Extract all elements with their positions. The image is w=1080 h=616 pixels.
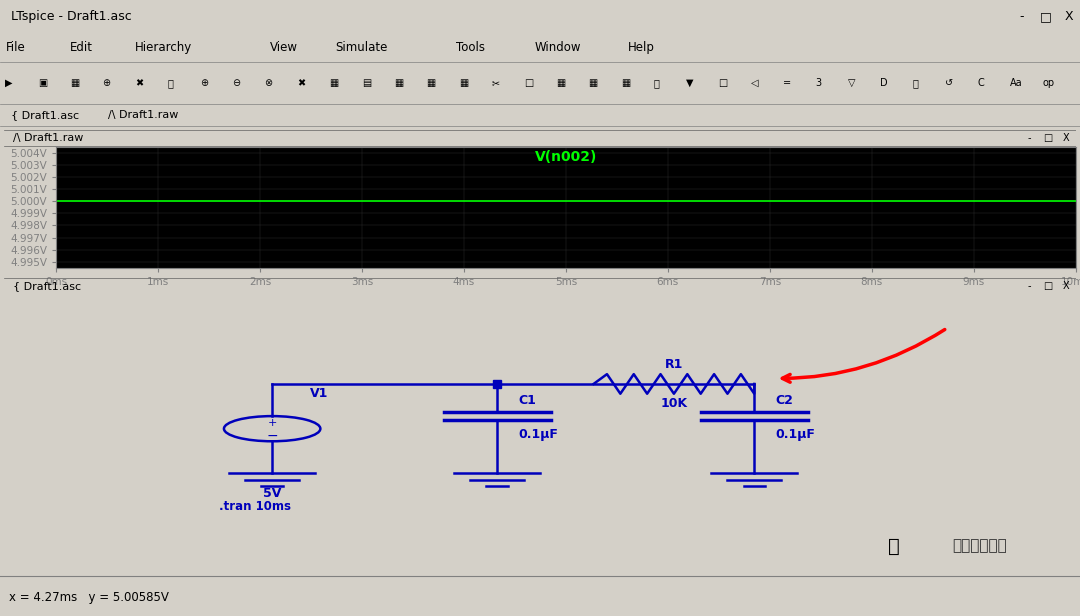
Text: ▦: ▦ xyxy=(621,78,631,88)
Text: □: □ xyxy=(718,78,728,88)
Text: { Draft1.asc: { Draft1.asc xyxy=(11,110,79,120)
Text: x = 4.27ms   y = 5.00585V: x = 4.27ms y = 5.00585V xyxy=(9,591,168,604)
Text: ▦: ▦ xyxy=(70,78,80,88)
Text: Aa: Aa xyxy=(1010,78,1023,88)
Text: ▼: ▼ xyxy=(686,78,693,88)
Text: □: □ xyxy=(1040,10,1051,23)
Text: 👻: 👻 xyxy=(888,537,900,556)
Text: Window: Window xyxy=(535,41,581,54)
Text: X: X xyxy=(1063,281,1069,291)
Text: ▦: ▦ xyxy=(329,78,339,88)
Text: Simulate: Simulate xyxy=(335,41,387,54)
Text: C: C xyxy=(977,78,984,88)
Text: op: op xyxy=(1042,78,1054,88)
Text: □: □ xyxy=(524,78,534,88)
Text: 电子开发学习: 电子开发学习 xyxy=(951,538,1007,554)
Text: /\ Draft1.raw: /\ Draft1.raw xyxy=(13,133,83,143)
Text: ⬛: ⬛ xyxy=(653,78,659,88)
Text: File: File xyxy=(5,41,25,54)
Text: ▦: ▦ xyxy=(589,78,598,88)
Text: ⊖: ⊖ xyxy=(232,78,241,88)
Text: View: View xyxy=(270,41,298,54)
Text: C2: C2 xyxy=(775,394,794,407)
Text: ▣: ▣ xyxy=(38,78,48,88)
Text: =: = xyxy=(783,78,792,88)
Text: X: X xyxy=(1065,10,1074,23)
Text: ▤: ▤ xyxy=(362,78,372,88)
Text: ◁: ◁ xyxy=(751,78,758,88)
Text: ▦: ▦ xyxy=(427,78,436,88)
Text: Edit: Edit xyxy=(70,41,93,54)
Text: LTspice - Draft1.asc: LTspice - Draft1.asc xyxy=(11,10,132,23)
Text: Help: Help xyxy=(627,41,654,54)
Text: ✖: ✖ xyxy=(297,78,306,88)
Text: 0.1μF: 0.1μF xyxy=(518,428,558,441)
Text: D: D xyxy=(880,78,888,88)
Text: ✋: ✋ xyxy=(167,78,173,88)
Text: /\ Draft1.raw: /\ Draft1.raw xyxy=(108,110,178,120)
Text: ✋: ✋ xyxy=(913,78,918,88)
Text: 0.1μF: 0.1μF xyxy=(775,428,815,441)
FancyArrowPatch shape xyxy=(782,330,945,382)
Text: □: □ xyxy=(1043,133,1052,143)
Text: ▦: ▦ xyxy=(459,78,469,88)
Text: ↺: ↺ xyxy=(945,78,954,88)
Text: V1: V1 xyxy=(310,387,328,400)
Text: □: □ xyxy=(1043,281,1052,291)
Text: ⊗: ⊗ xyxy=(265,78,273,88)
Text: R1: R1 xyxy=(664,358,684,371)
Text: Tools: Tools xyxy=(456,41,485,54)
Text: ▽: ▽ xyxy=(848,78,855,88)
Text: ⊕: ⊕ xyxy=(200,78,208,88)
Text: -: - xyxy=(1028,281,1031,291)
Text: V(n002): V(n002) xyxy=(535,150,597,164)
Text: -: - xyxy=(1020,10,1024,23)
Text: { Draft1.asc: { Draft1.asc xyxy=(13,281,81,291)
Text: ▶: ▶ xyxy=(5,78,13,88)
Text: Hierarchy: Hierarchy xyxy=(135,41,192,54)
Text: C1: C1 xyxy=(518,394,537,407)
Text: X: X xyxy=(1063,133,1069,143)
Text: -: - xyxy=(1028,133,1031,143)
Text: 3: 3 xyxy=(815,78,822,88)
Text: ✂: ✂ xyxy=(491,78,500,88)
Text: ⊕: ⊕ xyxy=(103,78,111,88)
Text: +: + xyxy=(268,418,276,428)
Text: ✖: ✖ xyxy=(135,78,144,88)
Text: ▦: ▦ xyxy=(556,78,566,88)
Text: 5V: 5V xyxy=(262,487,282,500)
Text: −: − xyxy=(267,429,278,443)
Text: .tran 10ms: .tran 10ms xyxy=(218,500,291,514)
Text: ▦: ▦ xyxy=(394,78,404,88)
Text: 10K: 10K xyxy=(660,397,688,410)
